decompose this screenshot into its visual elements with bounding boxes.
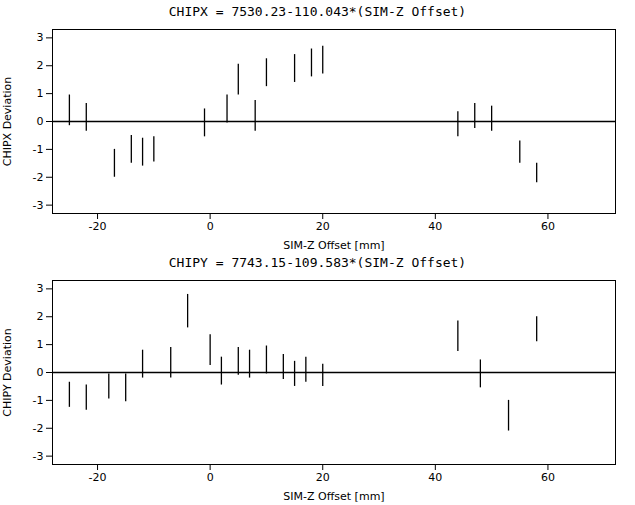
svg-text:CHIPX Deviation: CHIPX Deviation (1, 77, 14, 167)
svg-text:-2: -2 (33, 171, 44, 184)
svg-text:2: 2 (37, 59, 44, 72)
svg-text:60: 60 (541, 471, 555, 484)
svg-text:1: 1 (37, 87, 44, 100)
svg-text:20: 20 (316, 471, 330, 484)
svg-text:1: 1 (37, 338, 44, 351)
svg-text:40: 40 (428, 471, 442, 484)
svg-text:-3: -3 (33, 450, 44, 463)
svg-text:0: 0 (207, 220, 214, 233)
svg-text:SIM-Z Offset [mm]: SIM-Z Offset [mm] (283, 239, 384, 252)
svg-text:0: 0 (207, 471, 214, 484)
svg-text:0: 0 (37, 115, 44, 128)
svg-text:CHIPY Deviation: CHIPY Deviation (1, 328, 14, 416)
html-text:CHIPY = 7743.15-109.583*(SIM-Z: CHIPY = 7743.15-109.583*(SIM-Z Offset) (168, 255, 467, 270)
svg-text:-20: -20 (89, 220, 107, 233)
svg-text:-1: -1 (33, 394, 44, 407)
svg-text:-3: -3 (33, 199, 44, 212)
svg-text:20: 20 (316, 220, 330, 233)
svg-text:-2: -2 (33, 422, 44, 435)
svg-text:3: 3 (37, 282, 44, 295)
svg-text:SIM-Z Offset [mm]: SIM-Z Offset [mm] (283, 490, 384, 503)
svg-text:60: 60 (541, 220, 555, 233)
html-text:CHIPX = 7530.23-110.043*(SIM-Z: CHIPX = 7530.23-110.043*(SIM-Z Offset) (168, 4, 467, 19)
svg-text:-1: -1 (33, 143, 44, 156)
svg-text:0: 0 (37, 366, 44, 379)
svg-text:2: 2 (37, 310, 44, 323)
svg-text:-20: -20 (89, 471, 107, 484)
svg-text:40: 40 (428, 220, 442, 233)
svg-text:3: 3 (37, 31, 44, 44)
